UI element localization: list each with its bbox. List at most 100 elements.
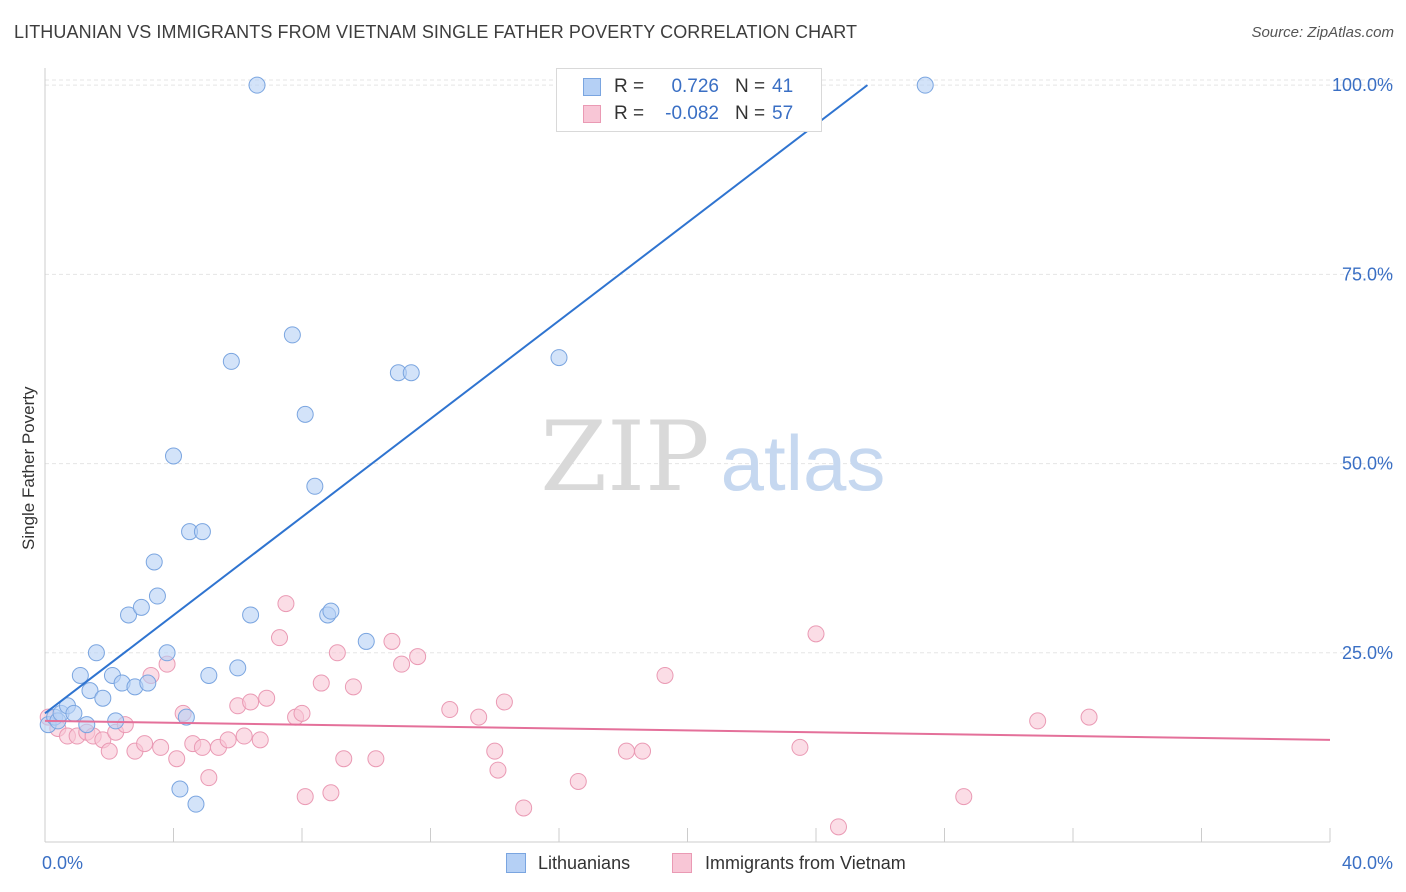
- data-point: [136, 735, 154, 753]
- y-tick-label: 75.0%: [1342, 264, 1393, 284]
- data-point: [193, 738, 211, 756]
- data-point: [132, 598, 150, 616]
- data-point: [495, 693, 513, 711]
- data-point: [152, 738, 170, 756]
- tick-labels: 25.0% 50.0% 75.0% 100.0% 0.0% 40.0%: [42, 75, 1393, 873]
- data-point: [515, 799, 533, 817]
- legend-n-value: 41: [772, 76, 794, 97]
- data-point: [158, 644, 176, 662]
- data-point: [322, 784, 340, 802]
- legend-r-label: R =: [614, 76, 645, 97]
- legend-swatch-blue: [583, 78, 601, 96]
- legend-r-value: -0.082: [665, 103, 719, 124]
- legend-n-value: 57: [772, 103, 794, 124]
- data-point: [441, 701, 459, 719]
- data-point: [486, 742, 504, 760]
- data-point: [312, 674, 330, 692]
- data-point: [1080, 708, 1098, 726]
- data-point: [78, 716, 96, 734]
- data-point: [328, 644, 346, 662]
- data-point: [569, 772, 587, 790]
- data-point: [200, 769, 218, 787]
- y-tick-label: 100.0%: [1332, 75, 1393, 95]
- data-point: [65, 704, 83, 722]
- legend-r-label: R =: [614, 103, 645, 124]
- trend-line: [44, 84, 869, 715]
- data-point: [200, 666, 218, 684]
- data-point: [393, 655, 411, 673]
- data-point: [357, 632, 375, 650]
- legend-swatch-pink: [583, 105, 601, 123]
- data-point: [100, 742, 118, 760]
- watermark-atlas: atlas: [721, 419, 886, 507]
- data-point: [171, 780, 189, 798]
- legend-n-label: N =: [735, 103, 766, 124]
- data-point: [807, 625, 825, 643]
- stats-legend: R = 0.726 N = 41 R = -0.082 N = 57: [556, 68, 822, 132]
- data-point: [829, 818, 847, 836]
- data-point: [344, 678, 362, 696]
- axes: [44, 68, 1331, 843]
- legend-n-label: N =: [735, 76, 766, 97]
- x-tick-label: 0.0%: [42, 853, 83, 873]
- source-label: Source: ZipAtlas.com: [1251, 24, 1394, 41]
- data-point: [322, 602, 340, 620]
- data-point: [367, 750, 385, 768]
- data-point: [277, 595, 295, 613]
- y-axis-label: Single Father Poverty: [19, 386, 38, 550]
- data-point: [283, 326, 301, 344]
- data-point: [87, 644, 105, 662]
- data-point: [139, 674, 157, 692]
- gridlines: [45, 79, 1395, 654]
- data-point: [1029, 712, 1047, 730]
- y-tick-label: 50.0%: [1342, 454, 1393, 474]
- data-point: [550, 349, 568, 367]
- data-point: [71, 666, 89, 684]
- legend-row-vietnam: R = -0.082 N = 57: [557, 101, 821, 127]
- data-point: [242, 606, 260, 624]
- bottom-legend-label: Immigrants from Vietnam: [705, 853, 906, 873]
- data-point: [187, 795, 205, 813]
- legend-row-lithuanians: R = 0.726 N = 41: [557, 74, 821, 100]
- data-point: [177, 708, 195, 726]
- data-point: [383, 632, 401, 650]
- data-point: [229, 659, 247, 677]
- data-point: [120, 606, 138, 624]
- data-point: [634, 742, 652, 760]
- data-point: [409, 648, 427, 666]
- data-point: [168, 750, 186, 768]
- data-point: [235, 727, 253, 745]
- watermark-zip: ZIP: [540, 401, 709, 513]
- watermark: ZIP atlas: [540, 401, 885, 513]
- data-point: [955, 788, 973, 806]
- data-point: [916, 76, 934, 94]
- data-point: [251, 731, 269, 749]
- data-point: [81, 682, 99, 700]
- data-point: [248, 76, 266, 94]
- data-point: [470, 708, 488, 726]
- data-point: [258, 689, 276, 707]
- data-point: [791, 738, 809, 756]
- data-point: [145, 553, 163, 571]
- data-point: [489, 761, 507, 779]
- x-tick-label: 40.0%: [1342, 853, 1393, 873]
- data-point: [242, 693, 260, 711]
- data-point: [306, 477, 324, 495]
- data-point: [193, 523, 211, 541]
- data-point: [293, 704, 311, 722]
- data-point: [148, 587, 166, 605]
- data-point: [165, 447, 182, 465]
- data-point: [219, 731, 237, 749]
- data-point: [402, 364, 420, 382]
- data-point: [617, 742, 635, 760]
- data-point: [94, 689, 112, 707]
- chart-title: LITHUANIAN VS IMMIGRANTS FROM VIETNAM SI…: [14, 22, 858, 42]
- y-tick-label: 25.0%: [1342, 643, 1393, 663]
- data-point: [656, 666, 674, 684]
- bottom-legend-label: Lithuanians: [538, 853, 631, 873]
- series-lithuanians-points: [39, 76, 934, 813]
- data-point: [335, 750, 353, 768]
- data-point: [296, 405, 314, 423]
- trend-lines: [44, 84, 1331, 741]
